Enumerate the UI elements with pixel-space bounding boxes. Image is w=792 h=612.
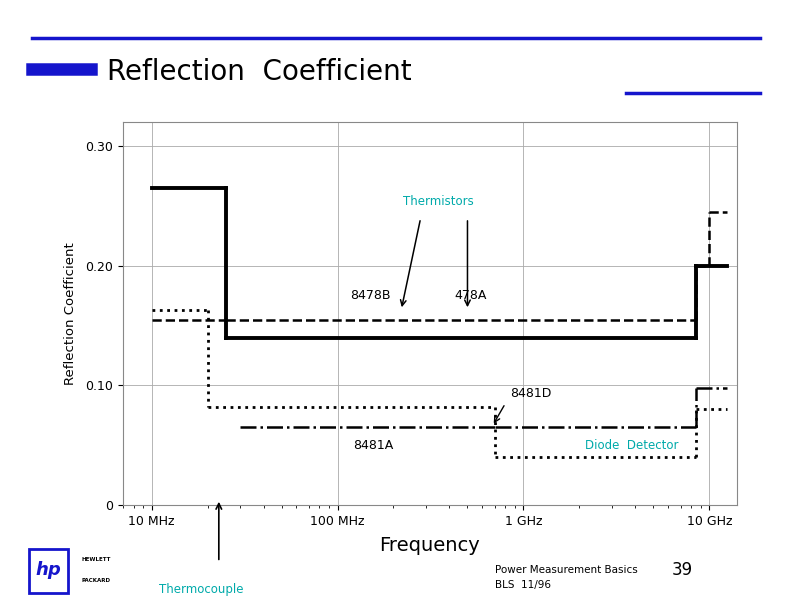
Text: 8481A: 8481A: [352, 439, 393, 452]
FancyBboxPatch shape: [29, 549, 68, 592]
Text: hp: hp: [36, 561, 62, 579]
Text: 39: 39: [672, 561, 693, 580]
Text: PACKARD: PACKARD: [82, 578, 111, 583]
Text: Reflection  Coefficient: Reflection Coefficient: [107, 58, 412, 86]
Text: Diode  Detector: Diode Detector: [584, 439, 678, 452]
Y-axis label: Reflection Coefficient: Reflection Coefficient: [64, 242, 77, 385]
Text: Thermistors: Thermistors: [403, 195, 474, 209]
Text: 478A: 478A: [455, 289, 487, 302]
X-axis label: Frequency: Frequency: [379, 536, 480, 555]
Text: 8478B: 8478B: [350, 289, 390, 302]
Text: Power Measurement Basics: Power Measurement Basics: [495, 565, 638, 575]
Text: BLS  11/96: BLS 11/96: [495, 580, 551, 590]
Text: HEWLETT: HEWLETT: [82, 557, 111, 562]
Text: 8481D: 8481D: [510, 387, 552, 400]
Text: Thermocouple: Thermocouple: [159, 583, 244, 595]
